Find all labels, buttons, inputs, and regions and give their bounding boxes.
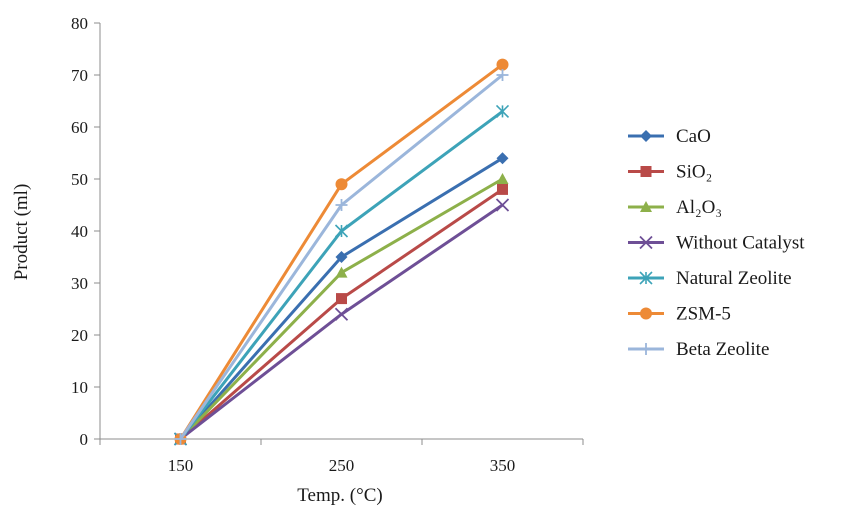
data-point [495,198,510,212]
y-tick-label: 0 [80,430,89,449]
legend-item: Al₂O₃ [628,197,722,218]
y-tick-label: 60 [71,118,88,137]
legend-label: Natural Zeolite [676,268,792,289]
legend-label: SiO₂ [676,162,712,183]
legend-label: Without Catalyst [676,233,805,254]
legend-marker [639,271,653,285]
x-tick-label: 250 [329,456,355,475]
series-lines [173,58,510,446]
data-point [335,199,348,211]
legend: CaO SiO₂ Al₂O₃ Without Catalyst Natural Zeol… [628,126,805,360]
legend-label: ZSM-5 [676,304,731,325]
data-point [336,293,347,305]
legend-label: CaO [676,126,711,147]
legend-marker [640,343,652,355]
x-tick-labels: 150 250 350 [168,456,516,475]
series-line [179,203,504,441]
data-point [496,69,509,81]
data-point [335,251,348,263]
legend-marker [640,130,652,142]
legend-item: SiO₂ [628,162,712,183]
legend-item: Beta Zeolite [628,339,769,360]
data-point [174,433,187,445]
y-tick-label: 40 [71,222,88,241]
legend-item: ZSM-5 [628,304,731,325]
x-axis-title: Temp. (°C) [297,485,382,506]
legend-marker [639,235,653,250]
data-point [496,58,509,71]
legend-marker [640,307,652,320]
legend-item: Without Catalyst [628,233,805,254]
x-tick-label: 150 [168,456,194,475]
y-tick-label: 30 [71,274,88,293]
data-point [496,173,509,184]
data-point [334,224,349,238]
data-point [335,266,348,278]
y-tick-label: 20 [71,326,88,345]
y-axis-title: Product (ml) [11,184,32,281]
y-tick-labels: 0 10 20 30 40 50 60 70 80 [71,14,88,449]
data-point [335,178,348,191]
data-point [496,152,509,165]
legend-marker [640,201,652,212]
legend-item: CaO [628,126,711,147]
series-beta-zeolite [174,69,509,445]
data-point [334,307,349,321]
y-tick-label: 10 [71,378,88,397]
legend-label: Al₂O₃ [676,197,722,218]
y-tick-label: 50 [71,170,88,189]
data-point [495,104,510,118]
data-point [497,183,508,195]
x-tick-label: 350 [490,456,516,475]
y-tick-label: 70 [71,66,88,85]
legend-label: Beta Zeolite [676,339,769,360]
legend-item: Natural Zeolite [628,268,792,289]
y-tick-label: 80 [71,14,88,33]
legend-marker [640,166,652,177]
